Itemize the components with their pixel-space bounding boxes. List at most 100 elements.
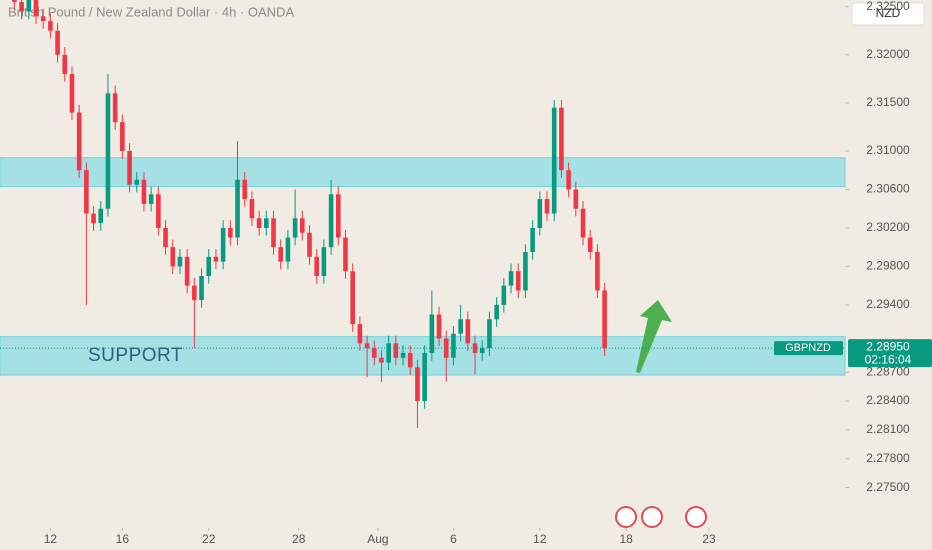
- candle-body: [451, 333, 456, 358]
- candle-body: [479, 348, 485, 353]
- candle-body: [299, 218, 305, 233]
- candle-body: [364, 343, 370, 349]
- candle-body: [292, 218, 298, 238]
- candle-body: [415, 367, 420, 402]
- candle-body: [134, 179, 140, 185]
- price-axis-bg: [845, 0, 932, 550]
- candle-body: [530, 227, 535, 252]
- y-tick-label: 2.31500: [866, 95, 910, 109]
- x-tick-label: 18: [620, 532, 634, 546]
- currency-button[interactable]: [851, 2, 925, 26]
- candle-body: [580, 208, 586, 238]
- candle-body: [465, 319, 471, 344]
- candle-body: [566, 170, 571, 190]
- candle-body: [235, 179, 240, 238]
- y-tick-label: 2.27500: [866, 480, 910, 494]
- candle-body: [55, 30, 60, 55]
- symbol-tag: GBPNZD: [785, 342, 831, 354]
- candle-body: [170, 247, 176, 267]
- candle-body: [285, 237, 291, 262]
- candle-body: [105, 93, 111, 209]
- candle-body: [156, 194, 161, 228]
- candle-body: [69, 74, 75, 113]
- x-tick-label: 12: [44, 532, 58, 546]
- candle-body: [19, 1, 24, 12]
- candle-body: [602, 290, 607, 349]
- event-icons: [615, 506, 707, 528]
- y-tick-label: 2.28400: [866, 393, 910, 407]
- candle-body: [429, 314, 435, 353]
- x-tick-label: 12: [533, 532, 547, 546]
- candle-body: [386, 343, 391, 363]
- annotation: SUPPORT: [88, 345, 183, 366]
- candle-body: [264, 218, 269, 228]
- symbol-tag-bg: [774, 341, 843, 356]
- candle-body: [127, 150, 132, 185]
- candle-body: [573, 189, 579, 209]
- candle-body: [120, 122, 125, 151]
- candle-body: [12, 0, 17, 2]
- candle-body: [307, 232, 312, 257]
- candle-body: [443, 338, 449, 358]
- candle-body: [559, 107, 564, 171]
- candle-body: [163, 227, 168, 248]
- candle-body: [26, 0, 32, 12]
- y-tick-label: 2.32000: [866, 47, 910, 61]
- candle-body: [595, 251, 600, 291]
- candle-body: [537, 199, 543, 228]
- candle-body: [472, 343, 478, 353]
- y-tick-label: 2.30600: [866, 182, 910, 196]
- up-arrow: [636, 300, 672, 373]
- x-tick-label: 28: [292, 532, 306, 546]
- candle-body: [249, 199, 255, 219]
- candle-body: [184, 256, 190, 286]
- candle-body: [379, 357, 384, 363]
- candle-body: [40, 16, 46, 22]
- candle-body: [112, 93, 118, 123]
- candle-body: [314, 256, 319, 277]
- candle-body: [407, 352, 413, 368]
- candle-body: [436, 314, 442, 339]
- candle-body: [192, 285, 197, 301]
- currency-label[interactable]: NZD: [876, 6, 901, 20]
- x-tick-label: Aug: [367, 532, 388, 546]
- candle-body: [357, 324, 363, 344]
- candle-body: [544, 199, 550, 214]
- y-tick-label: 2.28100: [866, 422, 910, 436]
- candle-body: [335, 194, 341, 238]
- candle-body: [220, 227, 226, 262]
- zone: [0, 157, 846, 188]
- candle-body: [98, 208, 104, 224]
- candle-body: [371, 348, 377, 358]
- candle-body: [422, 352, 427, 402]
- candle-body: [551, 107, 557, 214]
- candle-body: [587, 237, 593, 252]
- candle-body: [458, 319, 463, 334]
- candle-body: [228, 227, 233, 238]
- x-tick-label: 6: [450, 532, 457, 546]
- candle-body: [515, 271, 521, 291]
- candle-body: [148, 194, 154, 204]
- candle-body: [48, 21, 53, 31]
- candle-body: [256, 218, 262, 228]
- candle-body: [487, 319, 492, 349]
- candle-body: [321, 247, 327, 277]
- candle-body: [177, 256, 183, 267]
- x-tick-label: 22: [202, 532, 216, 546]
- candle-body: [278, 247, 284, 262]
- candle-body: [523, 251, 528, 291]
- y-tick-label: 2.30200: [866, 220, 910, 234]
- candle-body: [328, 194, 334, 248]
- price-tag-bg: [848, 339, 932, 368]
- candle-body: [141, 179, 147, 204]
- price-tag: 2.28950: [866, 339, 910, 353]
- candle-body: [393, 343, 399, 358]
- candle-body: [62, 54, 68, 75]
- candle-body: [91, 213, 96, 224]
- candle-body: [350, 271, 355, 325]
- x-tick-label: 16: [116, 532, 130, 546]
- y-tick-label: 2.29800: [866, 259, 910, 273]
- y-tick-label: 2.28700: [866, 364, 910, 378]
